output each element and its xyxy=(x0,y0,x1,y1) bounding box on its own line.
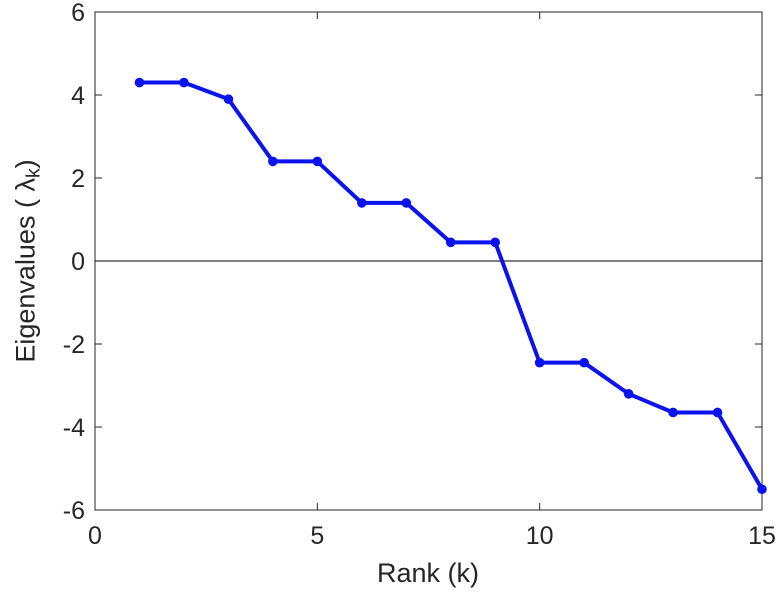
data-point xyxy=(534,357,545,368)
data-point xyxy=(134,77,145,88)
data-point xyxy=(490,237,501,248)
y-tick-label: 4 xyxy=(71,82,85,110)
data-point xyxy=(312,156,323,167)
x-tick-label: 15 xyxy=(748,522,776,550)
y-axis-label: Eigenvalues ( λk) xyxy=(10,159,45,363)
y-axis-label-suffix: ) xyxy=(10,159,41,169)
data-point xyxy=(401,198,412,208)
y-tick-label: -6 xyxy=(63,497,85,525)
data-point xyxy=(668,407,678,418)
x-axis-label: Rank (k) xyxy=(377,558,479,589)
eigenvalue-line xyxy=(137,80,764,492)
data-point xyxy=(268,156,278,167)
data-point xyxy=(357,198,367,208)
y-tick-label: 2 xyxy=(71,165,85,193)
lambda-subscript: k xyxy=(22,168,45,179)
x-axis-label-text: Rank (k) xyxy=(376,558,480,588)
y-tick-label: -2 xyxy=(63,331,85,359)
data-point xyxy=(179,77,189,88)
y-tick-label: -4 xyxy=(63,414,85,442)
data-point xyxy=(445,237,456,248)
y-tick-label: 0 xyxy=(71,248,85,276)
lambda-symbol: λ xyxy=(10,178,41,192)
x-tick-label: 10 xyxy=(526,522,554,550)
data-point xyxy=(623,389,634,399)
data-point xyxy=(223,94,234,104)
x-tick-label: 5 xyxy=(310,522,324,550)
y-axis-label-prefix: Eigenvalues ( xyxy=(10,191,41,363)
data-point xyxy=(712,407,723,418)
y-tick-label: 6 xyxy=(71,0,85,27)
data-point xyxy=(757,484,767,495)
x-tick-label: 0 xyxy=(88,522,102,550)
data-point xyxy=(579,357,589,368)
